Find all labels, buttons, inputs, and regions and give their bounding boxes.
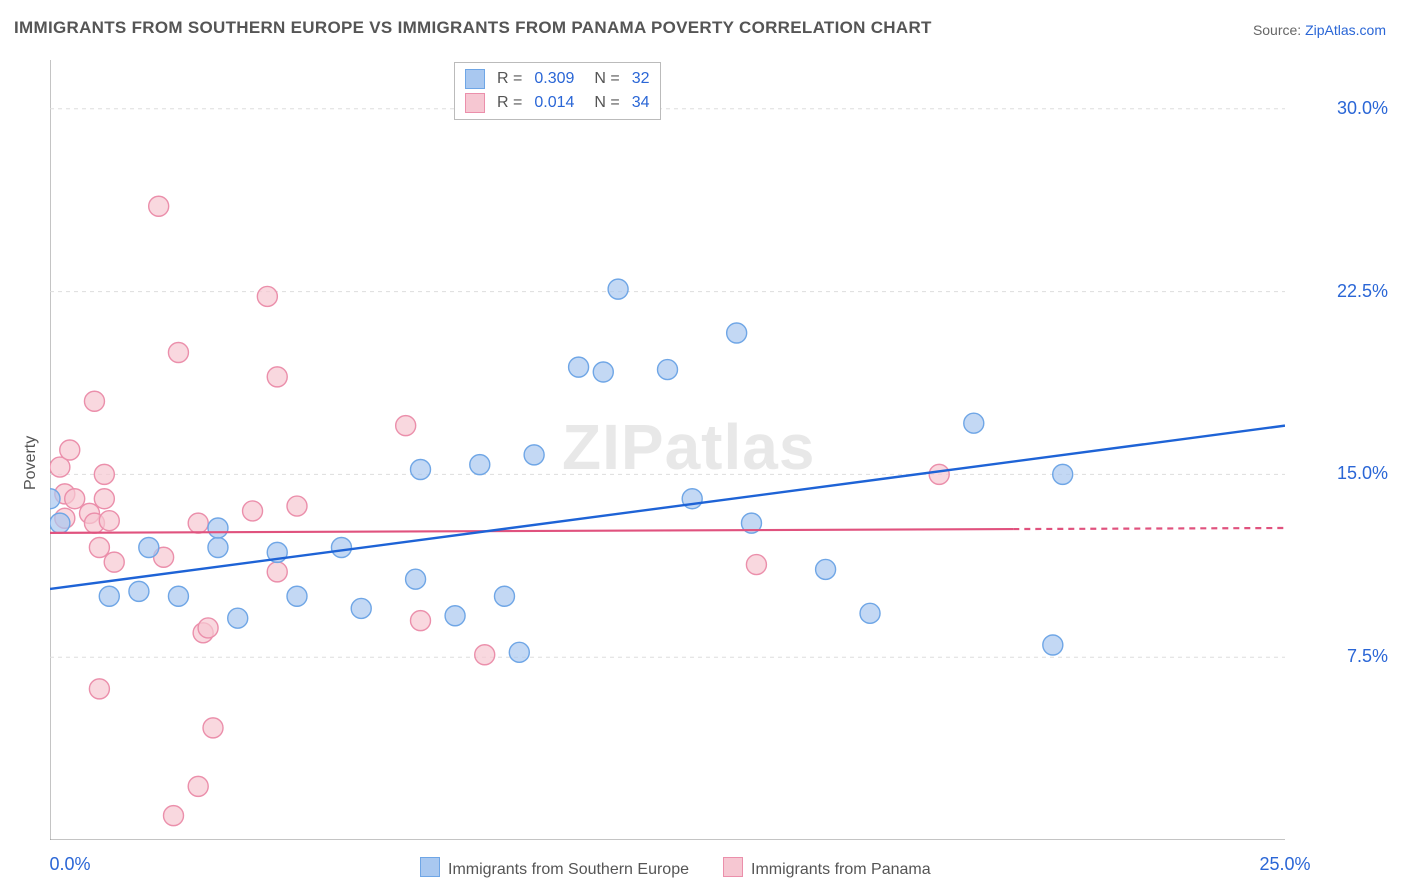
legend-item-pa: Immigrants from Panama (723, 857, 931, 879)
swatch-panama (465, 93, 485, 113)
scatter-chart (50, 60, 1285, 840)
n-label: N = (594, 70, 619, 88)
correlation-row-se: R = 0.309 N = 32 (465, 67, 650, 91)
legend-label-se: Immigrants from Southern Europe (448, 861, 689, 878)
r-value-se: 0.309 (534, 70, 574, 88)
y-tick-7-5: 7.5% (1347, 646, 1388, 667)
y-tick-30: 30.0% (1337, 98, 1388, 119)
r-label: R = (497, 70, 522, 88)
y-tick-15: 15.0% (1337, 463, 1388, 484)
series-legend: Immigrants from Southern Europe Immigran… (420, 857, 931, 879)
y-axis-label: Poverty (22, 436, 40, 490)
x-tick-25: 25.0% (1245, 854, 1325, 875)
x-tick-0: 0.0% (30, 854, 110, 875)
y-tick-22-5: 22.5% (1337, 281, 1388, 302)
n-value-se: 32 (632, 70, 650, 88)
source-link[interactable]: ZipAtlas.com (1305, 22, 1386, 38)
r-label: R = (497, 94, 522, 112)
legend-swatch-pa (723, 857, 743, 877)
n-label: N = (594, 94, 619, 112)
legend-item-se: Immigrants from Southern Europe (420, 857, 689, 879)
r-value-pa: 0.014 (534, 94, 574, 112)
legend-label-pa: Immigrants from Panama (751, 861, 931, 878)
swatch-southern-europe (465, 69, 485, 89)
legend-swatch-se (420, 857, 440, 877)
n-value-pa: 34 (632, 94, 650, 112)
correlation-row-pa: R = 0.014 N = 34 (465, 91, 650, 115)
correlation-legend: R = 0.309 N = 32 R = 0.014 N = 34 (454, 62, 661, 120)
source-label: Source: ZipAtlas.com (1253, 22, 1386, 38)
chart-title: IMMIGRANTS FROM SOUTHERN EUROPE VS IMMIG… (14, 18, 932, 38)
source-prefix: Source: (1253, 22, 1305, 38)
